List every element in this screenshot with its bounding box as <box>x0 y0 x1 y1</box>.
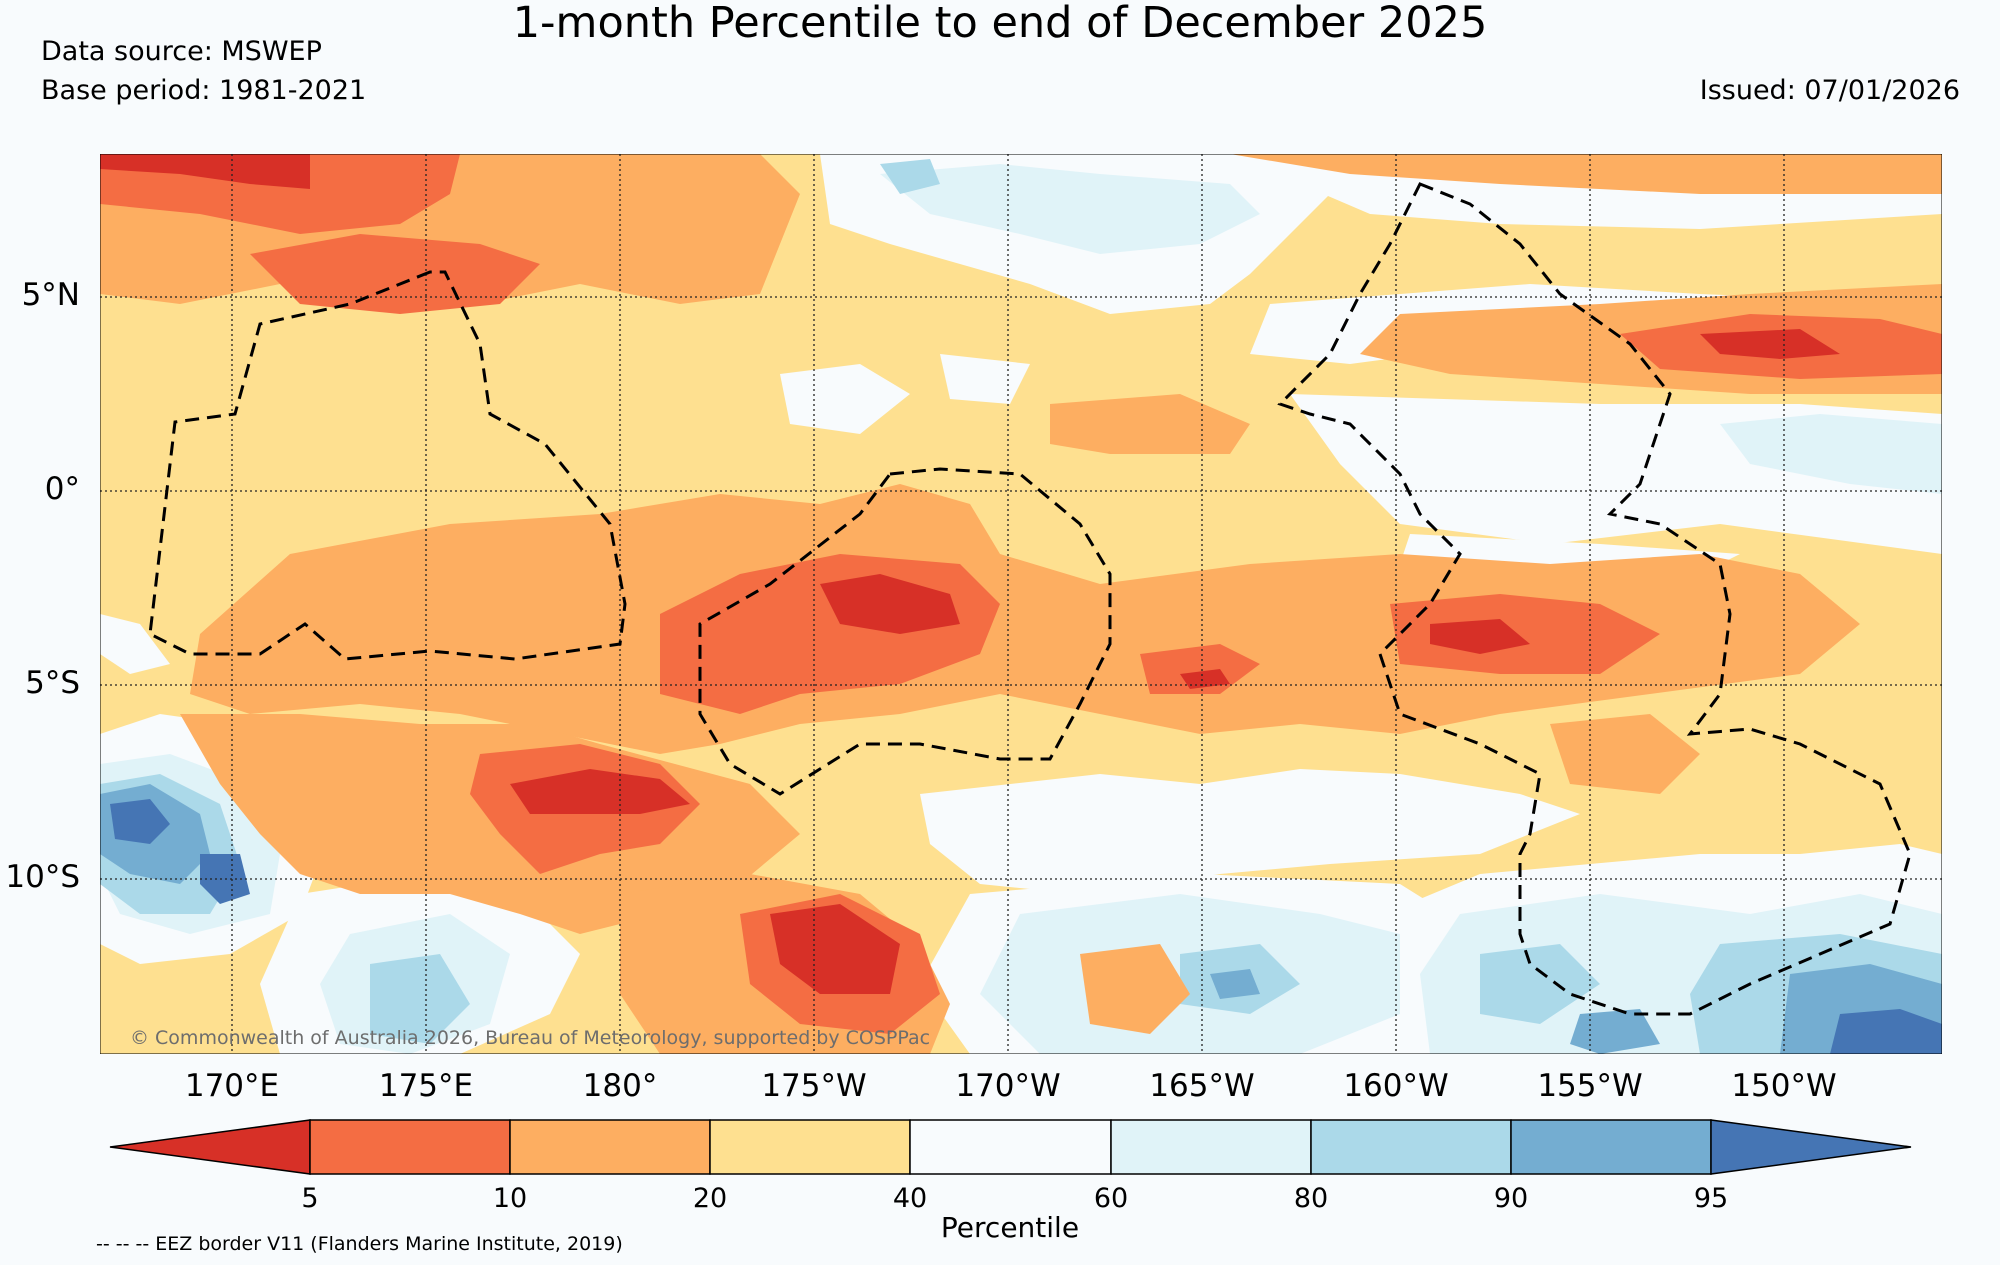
colorbar-tick-60: 60 <box>1093 1183 1129 1214</box>
map-title: 1-month Percentile to end of December 20… <box>512 0 1488 48</box>
lat-label-10s: 10°S <box>5 859 80 895</box>
lat-label-5s: 5°S <box>25 665 80 701</box>
colorbar-tick-90: 90 <box>1493 1183 1529 1214</box>
lon-label-155w: 155°W <box>1537 1068 1643 1104</box>
copyright-text: © Commonwealth of Australia 2026, Bureau… <box>130 1027 930 1049</box>
colorbar-segment-60-80 <box>1110 1119 1312 1175</box>
eez-border-legend: -- -- -- EEZ border V11 (Flanders Marine… <box>96 1233 623 1255</box>
data-source-label: Data source: MSWEP <box>41 36 322 67</box>
colorbar-tick-5: 5 <box>301 1183 319 1214</box>
colorbar-segment-40-60 <box>909 1119 1112 1175</box>
colorbar-segment-80-90 <box>1310 1119 1512 1175</box>
lon-label-170e: 170°E <box>184 1068 280 1104</box>
lon-label-170w: 170°W <box>955 1068 1061 1104</box>
colorbar-tick-40: 40 <box>892 1183 928 1214</box>
below-5-regions <box>100 154 1840 994</box>
colorbar-segment-5-10 <box>309 1119 511 1175</box>
colorbar-title: Percentile <box>940 1211 1080 1244</box>
colorbar-tick-80: 80 <box>1293 1183 1329 1214</box>
lon-label-175e: 175°E <box>378 1068 474 1104</box>
colorbar-segment-90-95 <box>1510 1119 1712 1175</box>
lat-label-5n: 5°N <box>21 277 80 313</box>
issued-date-label: Issued: 07/01/2026 <box>1699 75 1960 106</box>
colorbar-tick-95: 95 <box>1693 1183 1729 1214</box>
colorbar-segment-20-40 <box>709 1119 911 1175</box>
lon-label-180: 180° <box>582 1068 658 1104</box>
lat-label-0: 0° <box>44 471 80 507</box>
percentile-map: © Commonwealth of Australia 2026, Bureau… <box>100 154 1942 1054</box>
colorbar-tick-20: 20 <box>692 1183 728 1214</box>
colorbar-segment-below-5 <box>109 1119 311 1175</box>
colorbar-segment-above-95 <box>1710 1119 1912 1175</box>
lon-label-150w: 150°W <box>1731 1068 1837 1104</box>
colorbar <box>109 1119 1912 1175</box>
graticule <box>100 154 1942 1054</box>
lon-label-175w: 175°W <box>761 1068 867 1104</box>
base-period-label: Base period: 1981-2021 <box>41 75 367 106</box>
colorbar-tick-10: 10 <box>492 1183 528 1214</box>
lon-label-160w: 160°W <box>1343 1068 1449 1104</box>
lon-label-165w: 165°W <box>1149 1068 1255 1104</box>
colorbar-segment-10-20 <box>509 1119 711 1175</box>
eez-borders <box>148 182 1912 1016</box>
